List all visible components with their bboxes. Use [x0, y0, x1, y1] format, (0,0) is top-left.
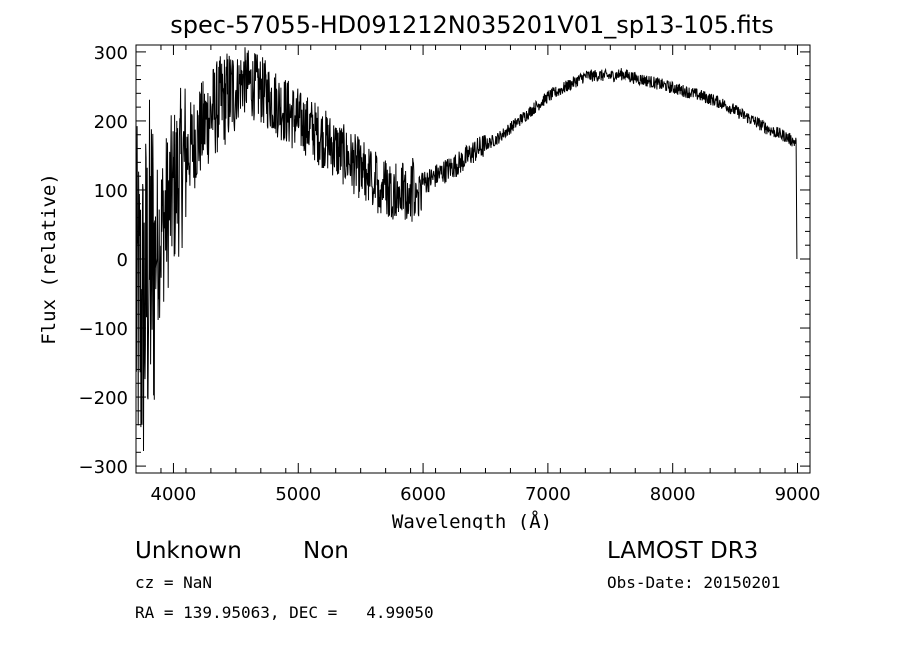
- axis-ticks: [135, 45, 811, 473]
- chart-title: spec-57055-HD091212N035201V01_sp13-105.f…: [170, 11, 773, 39]
- y-tick-label: 100: [94, 181, 128, 202]
- y-tick-label: −200: [79, 388, 128, 409]
- object-class: Unknown: [135, 538, 242, 564]
- coordinates-label: RA = 139.95063, DEC = 4.99050: [135, 603, 434, 622]
- spectrum-line: [135, 47, 798, 452]
- x-tick-label: 8000: [650, 484, 696, 505]
- spectrum-chart: spec-57055-HD091212N035201V01_sp13-105.f…: [38, 11, 821, 530]
- plot-frame: [135, 44, 811, 474]
- y-axis-label: Flux (relative): [38, 173, 60, 345]
- x-tick-label: 6000: [400, 484, 446, 505]
- axis-tick-labels: 4000 5000 6000 7000 8000 9000 −300 −200 −100 0 100…: [79, 43, 821, 505]
- x-tick-label: 5000: [275, 484, 321, 505]
- y-tick-label: 200: [94, 112, 128, 133]
- y-tick-label: 0: [117, 250, 128, 271]
- x-tick-label: 7000: [525, 484, 571, 505]
- obs-date-label: Obs-Date: 20150201: [607, 573, 781, 592]
- x-tick-label: 9000: [775, 484, 821, 505]
- y-tick-label: −300: [79, 457, 128, 478]
- object-subclass: Non: [303, 538, 349, 564]
- y-tick-label: 300: [94, 43, 128, 64]
- x-axis-label: Wavelength (Å): [392, 510, 552, 530]
- redshift-label: cz = NaN: [135, 573, 213, 592]
- survey-label: LAMOST DR3: [607, 538, 759, 564]
- x-tick-label: 4000: [151, 484, 197, 505]
- y-tick-label: −100: [79, 319, 128, 340]
